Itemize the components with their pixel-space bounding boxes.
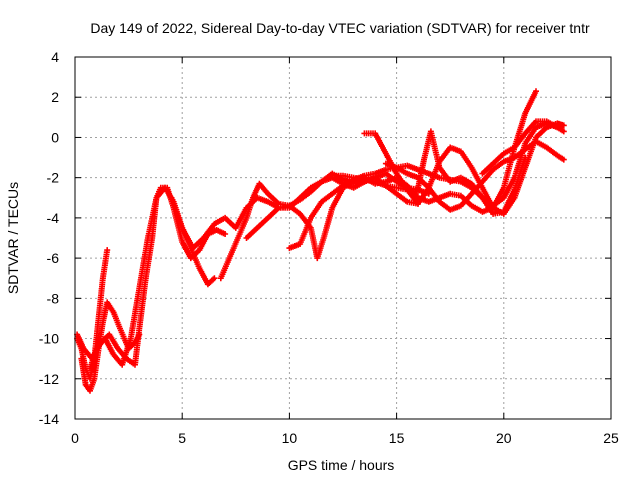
y-tick-label: -12 (39, 371, 59, 387)
chart-title: Day 149 of 2022, Sidereal Day-to-day VTE… (90, 20, 590, 36)
series-track-10 (382, 138, 567, 213)
y-tick-label: 4 (51, 49, 59, 65)
y-tick-label: -14 (39, 411, 59, 427)
series-markers (479, 118, 561, 177)
data-series (74, 88, 567, 394)
x-tick-label: 10 (282, 430, 298, 446)
y-tick-labels: 4 2 0 -2 -4 -6 -8 -10 -12 -14 (39, 49, 59, 427)
series-markers (415, 128, 529, 217)
y-tick-label: 2 (51, 89, 59, 105)
axis-ticks (74, 56, 612, 420)
grid-lines (75, 57, 611, 419)
x-tick-labels: 0 5 10 15 20 25 (71, 430, 619, 446)
x-tick-label: 5 (178, 430, 186, 446)
x-tick-label: 20 (496, 430, 512, 446)
series-markers (87, 184, 218, 372)
y-tick-label: -2 (47, 170, 60, 186)
x-axis-label: GPS time / hours (288, 457, 395, 473)
series-track-11 (415, 128, 529, 217)
plot-frame (74, 56, 612, 420)
x-tick-label: 15 (389, 430, 405, 446)
x-tick-label: 25 (603, 430, 619, 446)
y-tick-label: -4 (47, 210, 60, 226)
series-markers (382, 138, 567, 213)
y-axis-label: SDTVAR / TECUs (5, 182, 21, 294)
y-tick-label: -8 (47, 290, 60, 306)
series-markers (329, 172, 421, 195)
y-tick-label: -10 (39, 331, 59, 347)
x-tick-label: 0 (71, 430, 79, 446)
y-tick-label: -6 (47, 250, 60, 266)
series-track-13 (329, 172, 421, 195)
series-track-4 (87, 184, 218, 372)
y-tick-label: 0 (51, 129, 59, 145)
series-track-12 (479, 118, 561, 177)
